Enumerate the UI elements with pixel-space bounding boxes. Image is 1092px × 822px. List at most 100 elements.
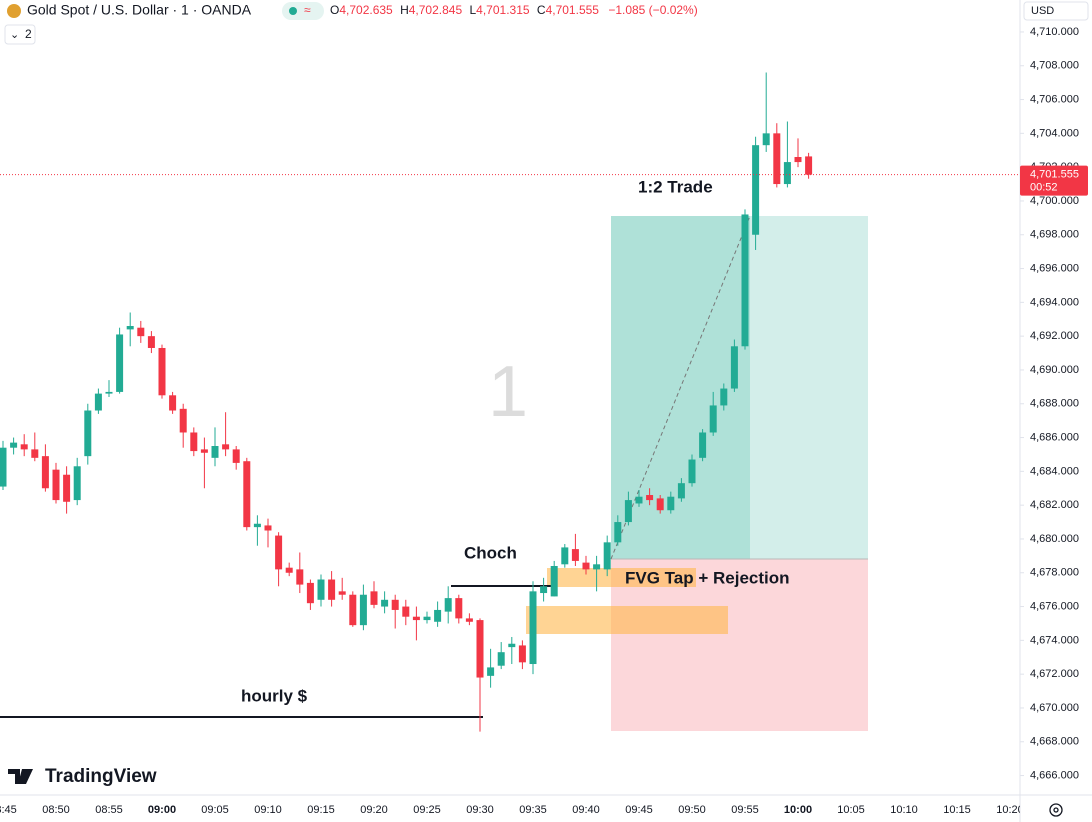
y-tick-label: 4,674.000 [1030, 634, 1079, 646]
annotation: 1:2 Trade [638, 177, 713, 196]
y-tick-label: 4,710.000 [1030, 26, 1079, 38]
candle-body [677, 483, 685, 499]
candle-body [222, 444, 230, 450]
candle-body [635, 496, 643, 504]
candle-body [232, 449, 240, 463]
candle-body [275, 535, 283, 570]
candle-body [296, 569, 304, 585]
last-price-badge [1020, 165, 1088, 196]
time-axis: 08:45 08:50 08:55 09:00 09:05 09:10 09:15 09:20… [0, 804, 1020, 816]
x-tick-label: 08:45 [0, 804, 17, 816]
candle-body [412, 616, 420, 621]
h-value: 4,702.845 [409, 3, 463, 17]
status-dot [289, 7, 297, 15]
brand: TradingView [8, 766, 157, 787]
candle-body [603, 542, 611, 570]
candle-body [805, 156, 813, 175]
y-tick-label: 4,692.000 [1030, 330, 1079, 342]
header: Gold Spot / U.S. Dollar · 1 · OANDA ≈ O4… [4, 1, 1089, 45]
c-value: 4,701.555 [546, 3, 600, 17]
x-tick-label: 09:15 [307, 804, 335, 816]
candle-body [783, 162, 791, 185]
l-value: 4,701.315 [476, 3, 530, 17]
x-tick-label: 09:35 [519, 804, 547, 816]
candle-body [624, 500, 632, 523]
candle-body [550, 565, 558, 597]
y-tick-label: 4,694.000 [1030, 296, 1079, 308]
plot-area: 1 1:2 Trade Choch FVG Tap + Rejection ho… [0, 72, 1020, 787]
h-prefix: H [400, 3, 409, 17]
candle-body [41, 456, 49, 489]
y-tick-label: 4,666.000 [1030, 769, 1079, 781]
x-tick-label: 09:55 [731, 804, 759, 816]
settings-icon[interactable] [1049, 803, 1063, 817]
y-tick-label: 4,672.000 [1030, 668, 1079, 680]
candle-body [10, 442, 18, 448]
y-tick-label: 4,676.000 [1030, 600, 1079, 612]
candle-body [84, 410, 92, 457]
candle-body [508, 643, 516, 648]
y-tick-label: 4,704.000 [1030, 127, 1079, 139]
candle-body [253, 523, 261, 528]
candle-body [306, 582, 314, 604]
y-tick-label: 4,706.000 [1030, 93, 1079, 105]
symbol-title: Gold Spot / U.S. Dollar · 1 · OANDA [27, 2, 252, 18]
candle-body [518, 645, 526, 663]
indicator-chevron: ⌄ [10, 29, 19, 41]
candle-body [20, 444, 28, 450]
trade-path [610, 215, 751, 560]
x-tick-label: 08:50 [42, 804, 70, 816]
annotation: FVG Tap + Rejection [625, 568, 790, 587]
x-tick-label: 09:50 [678, 804, 706, 816]
candle-body [593, 564, 601, 570]
y-tick-label: 4,688.000 [1030, 398, 1079, 410]
candle-body [370, 591, 378, 605]
candle-body [105, 391, 113, 394]
indicator-count: 2 [25, 27, 32, 41]
candle-body [200, 449, 208, 453]
x-tick-label: 09:45 [625, 804, 653, 816]
candle-body [94, 393, 102, 411]
countdown: 00:52 [1030, 182, 1058, 194]
x-tick-label: 09:20 [360, 804, 388, 816]
annotation: hourly $ [241, 686, 308, 705]
indicator-toggle[interactable] [4, 24, 36, 45]
candle-body [116, 334, 124, 392]
y-tick-label: 4,700.000 [1030, 195, 1079, 207]
candle-body [465, 618, 473, 622]
y-tick-label: 4,686.000 [1030, 431, 1079, 443]
candle-body [243, 461, 251, 528]
candle-body [540, 586, 548, 594]
candle-body [169, 395, 177, 411]
x-tick-label: 08:55 [95, 804, 123, 816]
y-tick-label: 4,708.000 [1030, 60, 1079, 72]
x-tick-label: 10:00 [784, 804, 812, 816]
candle-body [264, 525, 272, 531]
candle-body [487, 667, 495, 676]
candle-body [656, 498, 664, 511]
candle-body [338, 591, 346, 595]
candle-body [730, 346, 738, 389]
status-badge [282, 2, 324, 20]
candle-body [614, 522, 622, 543]
candle-body [328, 579, 336, 600]
y-tick-label: 4,680.000 [1030, 533, 1079, 545]
candle-body [158, 347, 166, 396]
annotation: Choch [464, 543, 517, 562]
candle-body [317, 579, 325, 600]
candle-body [561, 547, 569, 565]
candle-body [773, 133, 781, 185]
currency-button[interactable] [1023, 1, 1089, 21]
candle-body [444, 598, 452, 612]
candle-body [381, 599, 389, 607]
currency: USD [1031, 5, 1054, 17]
status-icon: ≈ [304, 3, 311, 17]
candle-body [529, 591, 537, 665]
candle-body [349, 594, 357, 626]
candle-body [699, 432, 707, 458]
candle-body [455, 598, 463, 619]
candle-body [646, 495, 654, 501]
candle-body [667, 496, 675, 511]
candle-body [423, 616, 431, 621]
